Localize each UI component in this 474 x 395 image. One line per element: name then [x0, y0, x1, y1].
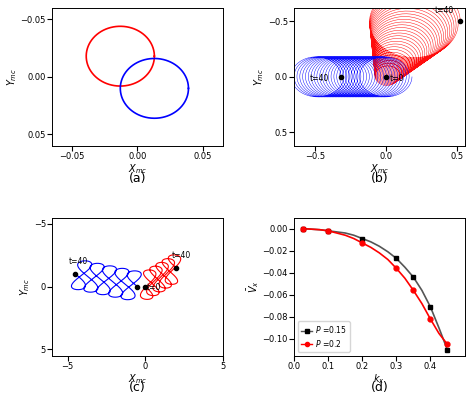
Text: (a): (a) — [128, 172, 146, 185]
Text: (b): (b) — [371, 172, 388, 185]
Text: t=0: t=0 — [146, 283, 161, 292]
Text: t=40: t=40 — [310, 74, 329, 83]
X-axis label: $X_{mc}$: $X_{mc}$ — [128, 372, 147, 386]
Text: (d): (d) — [371, 381, 388, 394]
X-axis label: $k_x$: $k_x$ — [374, 372, 385, 386]
Legend: $P$ =0.15, $P$ =0.2: $P$ =0.15, $P$ =0.2 — [298, 321, 349, 352]
Y-axis label: $\bar{V}_x$: $\bar{V}_x$ — [245, 280, 261, 293]
Text: t=40: t=40 — [172, 251, 191, 260]
Text: t=40: t=40 — [69, 257, 89, 266]
Y-axis label: $Y_{mc}$: $Y_{mc}$ — [5, 68, 19, 86]
X-axis label: $X_{mc}$: $X_{mc}$ — [370, 162, 389, 176]
Y-axis label: $Y_{mc}$: $Y_{mc}$ — [18, 277, 32, 295]
Text: (c): (c) — [129, 381, 146, 394]
Text: t=40: t=40 — [435, 6, 454, 15]
X-axis label: $X_{mc}$: $X_{mc}$ — [128, 162, 147, 176]
Y-axis label: $Y_{mc}$: $Y_{mc}$ — [253, 68, 266, 86]
Text: t=0: t=0 — [389, 74, 404, 83]
